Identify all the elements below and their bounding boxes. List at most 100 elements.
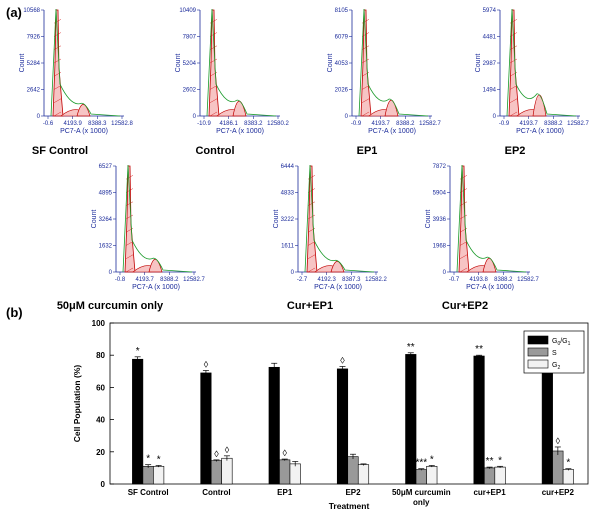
histogram-1: 10568 7926 5284 2642 0 -0.6 4193.9 8388.3 12582.… xyxy=(14,6,134,135)
bar-g0-g1 xyxy=(268,366,280,485)
y-tick-label: 4895 xyxy=(99,191,113,197)
g2-peak xyxy=(330,261,345,273)
bar-s xyxy=(552,450,564,485)
y-tick-label: 4481 xyxy=(483,35,497,41)
y-tick-label: 0 xyxy=(193,114,197,120)
hatch-line xyxy=(209,98,218,103)
hatch-line xyxy=(125,241,134,246)
hatch-line xyxy=(209,45,218,50)
y-tick-label: 2642 xyxy=(27,88,41,94)
significance-marker: * xyxy=(498,455,502,466)
significance-marker: ◊ xyxy=(282,448,287,458)
y-tick-label: 8105 xyxy=(335,8,349,14)
histogram-svg: 6527 4895 3264 1632 0-0.8 4193.7 8388.2 12582.7… xyxy=(91,164,206,291)
significance-marker: ** xyxy=(407,342,415,353)
x-tick-label: -10.9 xyxy=(197,121,211,127)
bar-g0-g1 xyxy=(541,370,553,485)
x-tick-label: 4193.8 xyxy=(469,277,488,283)
bar-s xyxy=(347,456,359,485)
hatch-line xyxy=(125,214,134,220)
x-tick-label: 8388.2 xyxy=(544,121,563,127)
bar-s xyxy=(279,459,291,485)
x-tick-label: -0.7 xyxy=(449,277,460,283)
hatch-line xyxy=(307,254,316,259)
hatch-line xyxy=(209,111,218,117)
fit-envelope-line xyxy=(50,8,121,117)
hatch-line xyxy=(459,267,468,273)
hatch-line xyxy=(125,228,134,233)
bar-g0-g1 xyxy=(200,372,212,485)
x-tick-label: 4186.1 xyxy=(219,121,238,127)
y-tick-label: 40 xyxy=(96,416,105,425)
x-tick-label: 8387.3 xyxy=(342,277,361,283)
legend-swatch xyxy=(527,347,549,357)
fit-envelope-line xyxy=(304,164,375,273)
y-tick-label: 2987 xyxy=(483,61,497,67)
fit-envelope-line xyxy=(206,8,277,117)
significance-marker: ◊ xyxy=(340,355,345,365)
legend-swatch xyxy=(527,359,549,369)
histogram-7: 7872 5904 3936 1968 0 -0.7 4193.8 8388.2 12582.7… xyxy=(420,162,540,291)
x-tick-label: 4192.3 xyxy=(317,277,336,283)
legend-label: S xyxy=(552,350,557,357)
y-tick-label: 7872 xyxy=(433,164,447,170)
bar-g2 xyxy=(289,463,301,485)
y-tick-label: 0 xyxy=(109,270,113,276)
bar-s xyxy=(142,465,154,485)
y-axis-label: Count xyxy=(273,210,280,229)
x-tick-label: Control xyxy=(202,488,230,497)
hatch-line xyxy=(509,98,518,103)
histogram-label: Cur+EP1 xyxy=(286,300,334,312)
bar-s xyxy=(415,469,427,485)
x-tick-label: 12582.2 xyxy=(365,277,387,283)
y-tick-label: 3264 xyxy=(99,217,113,223)
hatch-line xyxy=(509,58,518,64)
hatch-line xyxy=(53,58,62,64)
hatch-line xyxy=(509,72,518,77)
x-tick-label: 8388.2 xyxy=(396,121,415,127)
hatch-line xyxy=(209,85,218,90)
y-tick-label: 1968 xyxy=(433,244,447,250)
x-tick-label: SF Control xyxy=(128,488,169,497)
y-tick-label: 1611 xyxy=(281,244,295,250)
y-tick-label: 4833 xyxy=(281,191,295,197)
y-tick-label: 6079 xyxy=(335,35,349,41)
y-axis-label: Count xyxy=(19,54,26,73)
histogram-6: 6444 4833 3222 1611 0 -2.7 4192.3 8387.3 12582.2… xyxy=(268,162,388,291)
bar-g2 xyxy=(221,457,233,485)
x-tick-label: 8388.2 xyxy=(160,277,179,283)
y-tick-label: 3936 xyxy=(433,217,447,223)
hatch-line xyxy=(209,58,218,64)
x-tick-label: -0.9 xyxy=(499,121,510,127)
significance-marker: ◊ xyxy=(204,359,209,369)
histogram-svg: 10568 7926 5284 2642 0-0.6 4193.9 8388.3 12582.… xyxy=(19,8,134,135)
x-axis-title: Treatment xyxy=(329,501,370,511)
y-tick-label: 100 xyxy=(92,319,106,328)
y-tick-label: 0 xyxy=(443,270,447,276)
significance-marker: * xyxy=(146,454,150,465)
hatch-line xyxy=(459,254,468,259)
bar-s xyxy=(484,467,496,485)
bar-g2 xyxy=(426,465,438,485)
histogram-label: Cur+EP2 xyxy=(441,300,489,312)
histogram-svg: 7872 5904 3936 1968 0-0.7 4193.8 8388.2 12582.7… xyxy=(425,164,540,291)
x-tick-label: 4193.7 xyxy=(135,277,154,283)
y-axis-label: Count xyxy=(475,54,482,73)
y-tick-label: 1494 xyxy=(483,88,497,94)
histogram-svg: 6444 4833 3222 1611 0-2.7 4192.3 8387.3 12582.2… xyxy=(273,164,388,291)
y-tick-label: 10409 xyxy=(179,8,196,14)
hatch-line xyxy=(459,201,468,206)
hatch-line xyxy=(125,201,134,206)
hatch-line xyxy=(361,111,370,117)
histogram-label: EP2 xyxy=(504,145,526,157)
x-axis-label: PC7-A (x 1000) xyxy=(516,128,564,135)
significance-marker: * xyxy=(136,346,140,357)
x-axis-label: PC7-A (x 1000) xyxy=(216,128,264,135)
y-tick-label: 2026 xyxy=(335,88,349,94)
panel-label-a: (a) xyxy=(6,5,22,20)
x-axis-label: PC7-A (x 1000) xyxy=(132,284,180,291)
y-tick-label: 5974 xyxy=(483,8,497,14)
x-tick-label: -0.9 xyxy=(351,121,362,127)
x-tick-label: cur+EP1 xyxy=(473,488,506,497)
bar-s xyxy=(210,460,222,485)
